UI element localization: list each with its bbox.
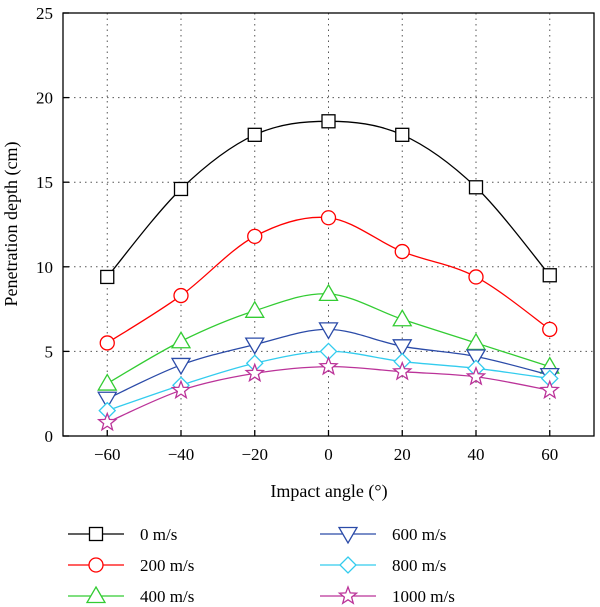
series-line <box>106 120 551 278</box>
data-point <box>97 391 118 410</box>
data-point <box>391 360 413 381</box>
x-tick-label: 0 <box>324 445 333 464</box>
legend-label: 0 m/s <box>140 525 177 544</box>
x-tick-label: 60 <box>541 445 558 464</box>
data-point <box>465 365 487 386</box>
legend-item: 1000 m/s <box>320 585 455 606</box>
y-tick-label: 0 <box>45 427 54 446</box>
legend-item: 0 m/s <box>68 525 177 544</box>
x-tick-label: −60 <box>94 445 121 464</box>
data-point <box>395 127 410 142</box>
y-axis-title: Penetration depth (cm) <box>1 142 22 307</box>
data-point <box>321 114 336 129</box>
data-point <box>244 362 266 383</box>
data-point <box>99 335 115 351</box>
y-tick-label: 20 <box>36 89 53 108</box>
legend-marker <box>88 557 104 573</box>
series-layer <box>96 114 561 432</box>
x-tick-label: −40 <box>168 445 195 464</box>
data-point <box>170 330 192 349</box>
data-point <box>468 269 484 285</box>
data-point <box>394 243 410 260</box>
data-point <box>96 411 118 432</box>
data-point <box>468 180 484 195</box>
series-3 <box>97 322 560 410</box>
legend-item: 600 m/s <box>320 525 446 545</box>
legend-label: 200 m/s <box>140 556 194 575</box>
data-point <box>247 228 263 244</box>
data-point <box>318 283 339 302</box>
data-point <box>247 127 262 142</box>
data-point <box>170 357 192 376</box>
y-tick-label: 15 <box>36 173 53 192</box>
data-point <box>244 300 265 318</box>
y-tick-label: 25 <box>36 4 53 23</box>
legend-marker <box>88 526 104 542</box>
data-point <box>392 339 413 357</box>
x-tick-label: −20 <box>241 445 268 464</box>
legend-item: 200 m/s <box>68 556 194 575</box>
data-point <box>320 210 337 226</box>
data-point <box>465 332 487 351</box>
data-point <box>392 308 413 327</box>
legend-label: 800 m/s <box>392 556 446 575</box>
series-4 <box>98 342 559 420</box>
legend-marker <box>337 585 359 605</box>
data-point <box>97 373 118 391</box>
data-point <box>170 379 192 400</box>
legend-label: 1000 m/s <box>392 587 455 606</box>
data-point <box>100 269 115 285</box>
data-point <box>542 268 557 283</box>
legend-marker <box>337 526 359 545</box>
legend-item: 800 m/s <box>320 556 446 575</box>
y-tick-label: 5 <box>45 342 54 361</box>
y-tick-label: 10 <box>36 258 53 277</box>
x-axis-title: Impact angle (°) <box>270 481 387 502</box>
legend-label: 400 m/s <box>140 587 194 606</box>
series-1 <box>99 210 558 351</box>
legend: 0 m/s 200 m/s 400 m/s 600 m/s 800 m/s 1000 m/… <box>68 525 455 606</box>
x-tick-label: 40 <box>468 445 485 464</box>
legend-label: 600 m/s <box>392 525 446 544</box>
x-tick-label: 20 <box>394 445 411 464</box>
data-point <box>244 337 265 355</box>
data-point <box>173 181 189 197</box>
data-point <box>542 321 558 338</box>
data-point <box>465 349 487 367</box>
data-point <box>318 322 339 340</box>
legend-marker <box>85 585 107 604</box>
data-point <box>539 379 561 400</box>
series-0 <box>100 114 557 285</box>
axis-ticks: −60 −40 −20 0 20 40 60 0 5 10 15 20 25 <box>36 4 558 464</box>
data-point <box>173 287 189 304</box>
series-5 <box>96 355 561 432</box>
legend-item: 400 m/s <box>68 585 194 606</box>
data-point <box>318 355 339 376</box>
legend-marker <box>339 556 357 574</box>
